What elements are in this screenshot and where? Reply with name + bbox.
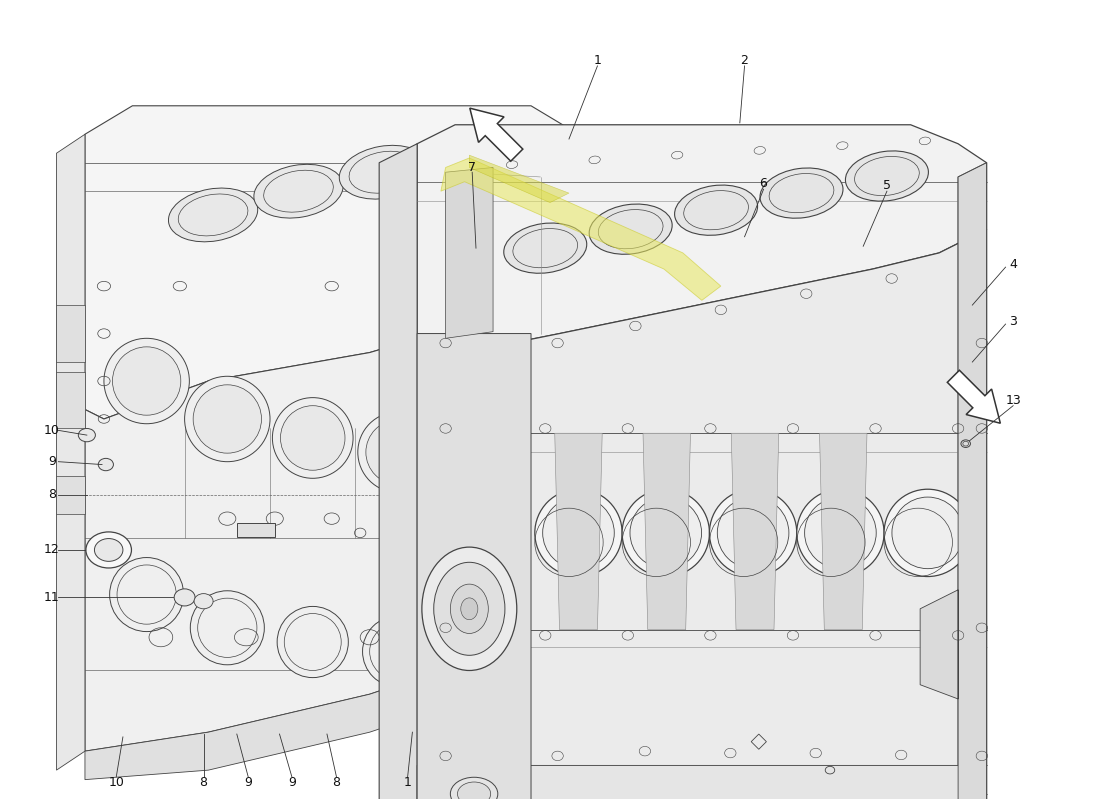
Ellipse shape — [95, 538, 123, 562]
Text: 1: 1 — [594, 54, 602, 66]
Ellipse shape — [358, 412, 439, 493]
Polygon shape — [236, 523, 275, 537]
Text: 6: 6 — [760, 177, 768, 190]
Polygon shape — [85, 609, 579, 780]
Polygon shape — [820, 434, 867, 630]
Ellipse shape — [168, 188, 257, 242]
Ellipse shape — [884, 490, 971, 577]
Text: 7: 7 — [469, 161, 476, 174]
Ellipse shape — [674, 185, 758, 235]
Text: 9: 9 — [288, 776, 296, 789]
Ellipse shape — [363, 616, 433, 687]
Ellipse shape — [542, 497, 614, 569]
Ellipse shape — [535, 490, 623, 577]
Text: 9: 9 — [244, 776, 252, 789]
Ellipse shape — [450, 584, 488, 634]
Ellipse shape — [962, 442, 968, 446]
Polygon shape — [417, 229, 987, 800]
Polygon shape — [85, 277, 579, 751]
Text: 9: 9 — [47, 455, 56, 468]
Ellipse shape — [422, 547, 517, 670]
Ellipse shape — [110, 558, 184, 631]
Ellipse shape — [339, 146, 429, 199]
Ellipse shape — [804, 497, 877, 569]
Ellipse shape — [185, 376, 270, 462]
Ellipse shape — [630, 497, 702, 569]
Ellipse shape — [273, 398, 353, 478]
Polygon shape — [446, 167, 493, 338]
Polygon shape — [644, 434, 691, 630]
Ellipse shape — [710, 490, 796, 577]
Ellipse shape — [174, 589, 195, 606]
Ellipse shape — [717, 497, 789, 569]
Ellipse shape — [450, 778, 498, 800]
Polygon shape — [947, 370, 1000, 423]
Text: a passion for: a passion for — [315, 611, 558, 644]
Ellipse shape — [194, 385, 262, 453]
Polygon shape — [554, 434, 602, 630]
Polygon shape — [958, 162, 987, 800]
Ellipse shape — [194, 594, 213, 609]
Text: 2: 2 — [740, 54, 748, 66]
Text: 13: 13 — [1005, 394, 1021, 406]
Ellipse shape — [425, 128, 514, 182]
Ellipse shape — [461, 598, 477, 620]
Ellipse shape — [112, 347, 180, 415]
Polygon shape — [379, 144, 417, 800]
Text: europes: europes — [148, 477, 496, 551]
Ellipse shape — [190, 590, 264, 665]
Text: 5: 5 — [883, 179, 891, 192]
Ellipse shape — [78, 429, 96, 442]
Ellipse shape — [277, 606, 349, 678]
Polygon shape — [85, 106, 597, 419]
Polygon shape — [470, 108, 522, 161]
Text: 10: 10 — [44, 424, 59, 437]
Text: 8: 8 — [47, 489, 56, 502]
Ellipse shape — [760, 168, 843, 218]
Ellipse shape — [86, 532, 132, 568]
Ellipse shape — [366, 420, 430, 485]
Text: 4: 4 — [1009, 258, 1018, 270]
Ellipse shape — [98, 458, 113, 470]
Ellipse shape — [103, 338, 189, 424]
Text: 8: 8 — [332, 776, 341, 789]
Ellipse shape — [623, 490, 710, 577]
Ellipse shape — [280, 406, 345, 470]
Polygon shape — [417, 334, 531, 800]
Ellipse shape — [504, 223, 586, 274]
Text: 1: 1 — [404, 776, 411, 789]
Ellipse shape — [846, 151, 928, 201]
Polygon shape — [56, 476, 85, 514]
Polygon shape — [470, 155, 569, 202]
Polygon shape — [732, 434, 779, 630]
Polygon shape — [56, 134, 85, 770]
Ellipse shape — [892, 497, 964, 569]
Polygon shape — [441, 158, 720, 300]
Ellipse shape — [254, 164, 343, 218]
Polygon shape — [417, 125, 987, 353]
Text: 11: 11 — [44, 591, 59, 604]
Ellipse shape — [458, 782, 491, 800]
Ellipse shape — [590, 204, 672, 254]
Polygon shape — [56, 305, 85, 362]
Text: 3: 3 — [1009, 314, 1018, 328]
Text: 12: 12 — [44, 543, 59, 557]
Text: 8: 8 — [199, 776, 208, 789]
Polygon shape — [56, 371, 85, 429]
Text: 85: 85 — [734, 247, 898, 362]
Polygon shape — [920, 162, 987, 800]
Ellipse shape — [796, 490, 884, 577]
Polygon shape — [417, 766, 987, 800]
Text: 10: 10 — [108, 776, 124, 789]
Ellipse shape — [433, 562, 505, 655]
